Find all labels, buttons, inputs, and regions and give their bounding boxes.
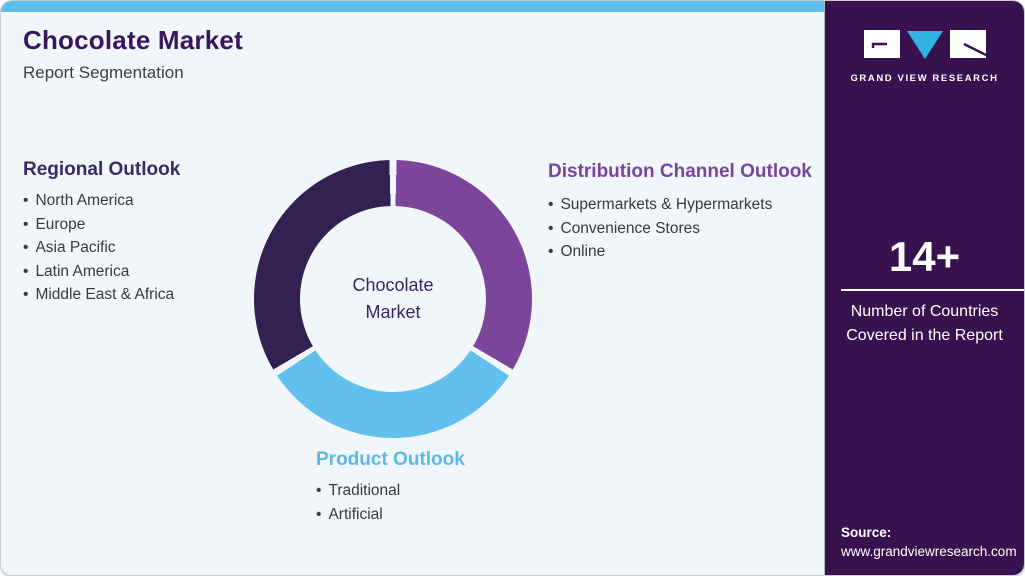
distribution-outlook-section: Distribution Channel Outlook Supermarket… — [548, 157, 820, 264]
product-outlook-list: Traditional Artificial — [316, 479, 465, 526]
header: Chocolate Market Report Segmentation — [23, 25, 243, 83]
top-accent-bar — [1, 1, 824, 12]
list-item: Middle East & Africa — [23, 283, 180, 307]
list-item: Traditional — [316, 479, 465, 503]
main-panel: Chocolate Market Report Segmentation Reg… — [1, 1, 824, 575]
logo-r-shape — [949, 30, 986, 58]
list-item: Europe — [23, 213, 180, 237]
list-item: Online — [548, 240, 820, 264]
logo-g-notch — [871, 42, 887, 48]
gvr-logo-icon — [863, 30, 987, 59]
regional-outlook-list: North America Europe Asia Pacific Latin … — [23, 189, 180, 307]
product-outlook-section: Product Outlook Traditional Artificial — [316, 449, 465, 526]
list-item: Artificial — [316, 503, 465, 527]
donut-chart: Chocolate Market — [254, 160, 532, 438]
source-url: www.grandviewresearch.com — [841, 544, 1017, 559]
list-item: Supermarkets & Hypermarkets — [548, 193, 820, 217]
list-item: Convenience Stores — [548, 217, 820, 241]
page-subtitle: Report Segmentation — [23, 63, 184, 82]
countries-stat: 14+ Number of Countries Covered in the R… — [825, 233, 1024, 348]
list-item: Asia Pacific — [23, 236, 180, 260]
product-outlook-heading: Product Outlook — [316, 449, 465, 470]
stat-caption: Number of Countries Covered in the Repor… — [846, 303, 1003, 344]
source-block: Source: www.grandviewresearch.com — [841, 525, 1017, 559]
logo-r-leg — [962, 42, 987, 57]
gvr-logo: GRAND VIEW RESEARCH — [825, 28, 1024, 84]
logo-v-shape — [906, 31, 943, 59]
regional-outlook-heading: Regional Outlook — [23, 159, 181, 180]
distribution-outlook-list: Supermarkets & Hypermarkets Convenience … — [548, 193, 820, 264]
list-item: North America — [23, 189, 180, 213]
list-item: Latin America — [23, 260, 180, 284]
regional-outlook-section: Regional Outlook North America Europe As… — [23, 159, 180, 307]
source-label: Source: — [841, 525, 892, 540]
distribution-outlook-heading: Distribution Channel Outlook — [548, 161, 812, 182]
page-title: Chocolate Market — [23, 25, 243, 55]
stat-divider — [841, 289, 1024, 291]
donut-center-label: Chocolate Market — [352, 275, 434, 322]
donut-hole: Chocolate Market — [300, 206, 486, 392]
sidebar: GRAND VIEW RESEARCH 14+ Number of Countr… — [824, 1, 1024, 575]
stat-value: 14+ — [888, 233, 961, 280]
logo-wordmark: GRAND VIEW RESEARCH — [850, 73, 999, 84]
